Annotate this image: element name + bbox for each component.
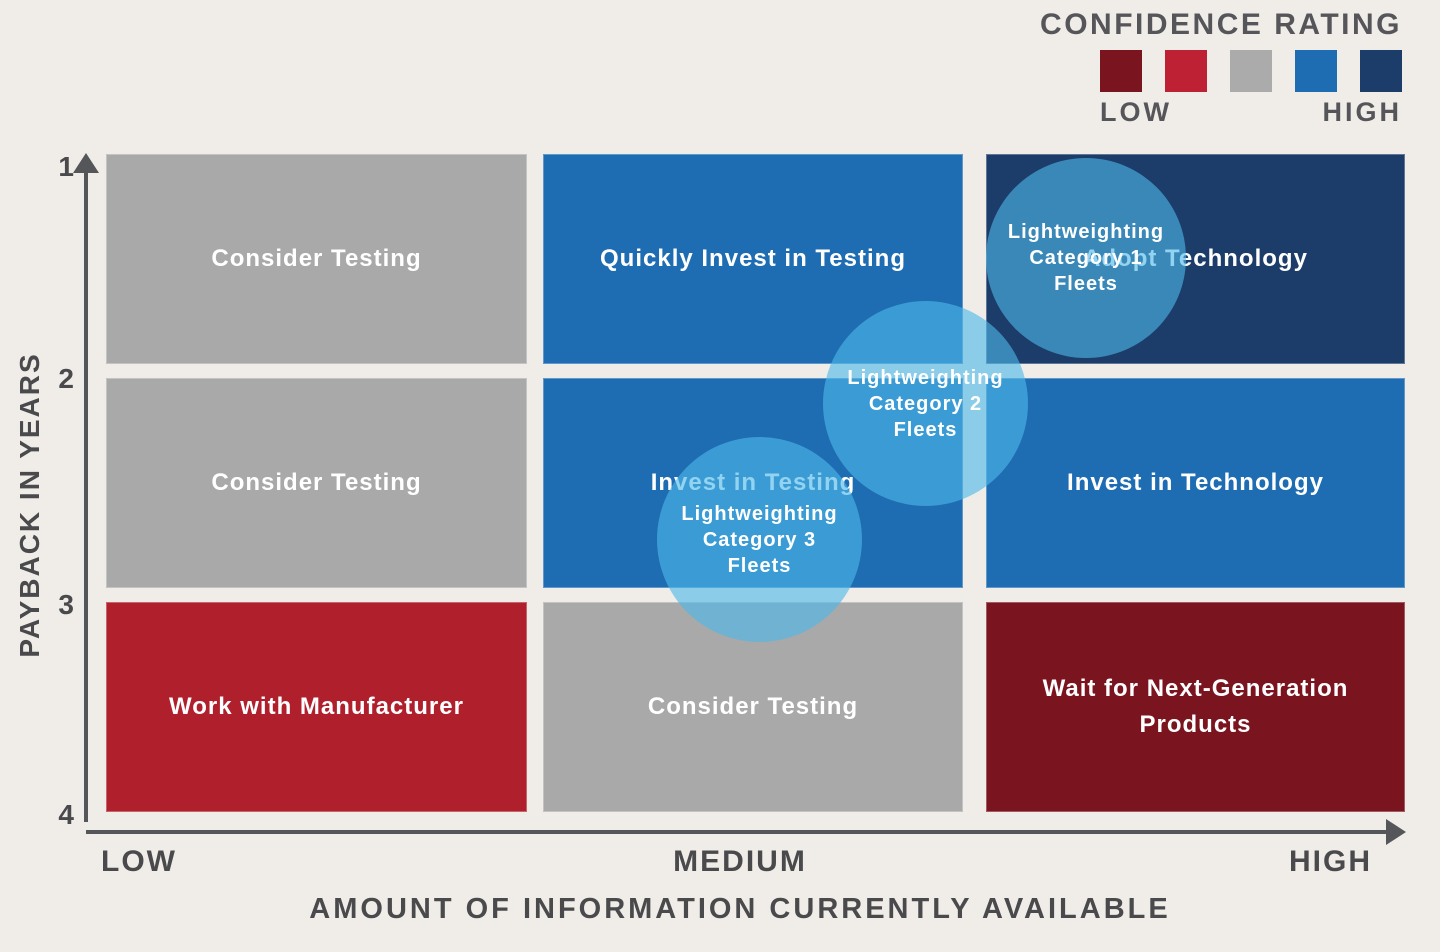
legend-title: CONFIDENCE RATING <box>1040 8 1402 41</box>
y-tick-4: 4 <box>58 799 74 830</box>
y-tick-2: 2 <box>58 363 74 394</box>
legend-high-label: HIGH <box>1322 97 1402 127</box>
matrix-cell-r3c1: Work with Manufacturer <box>106 602 527 812</box>
confidence-legend <box>1100 50 1402 92</box>
legend-swatch-medium <box>1230 50 1272 92</box>
bubble-category-3-fleets: Lightweighting Category 3 Fleets <box>657 437 862 642</box>
legend-swatch-lowest <box>1100 50 1142 92</box>
x-axis-arrowhead-icon <box>1386 819 1406 845</box>
matrix-cell-r2c3: Invest in Technology <box>986 378 1405 588</box>
x-axis-label: AMOUNT OF INFORMATION CURRENTLY AVAILABL… <box>309 893 1171 925</box>
legend-low-label: LOW <box>1100 97 1172 127</box>
y-axis-line <box>84 168 88 822</box>
cell-label: Invest in Technology <box>1067 469 1324 496</box>
y-tick-1: 1 <box>58 151 74 182</box>
bubble-label: Lightweighting Category 3 Fleets <box>681 502 838 577</box>
bubble-label: Lightweighting Category 2 Fleets <box>847 366 1004 441</box>
x-tick-low: LOW <box>101 845 177 878</box>
cell-label: Consider Testing <box>647 693 859 720</box>
matrix-cell-r2c1: Consider Testing <box>106 378 527 588</box>
cell-label: Quickly Invest in Testing <box>600 245 906 272</box>
legend-swatch-highest <box>1360 50 1402 92</box>
cell-label: Consider Testing <box>211 469 422 496</box>
x-axis-line <box>86 830 1386 834</box>
cell-label: Wait for Next-Generation Products <box>1042 675 1349 738</box>
legend-swatch-low <box>1165 50 1207 92</box>
cell-label: Work with Manufacturer <box>169 693 464 720</box>
bubble-category-1-fleets: Lightweighting Category 1 Fleets <box>986 158 1186 358</box>
y-axis-arrowhead-icon <box>73 153 99 173</box>
x-tick-medium: MEDIUM <box>673 845 807 878</box>
legend-scale-labels: LOW HIGH <box>1100 97 1402 128</box>
y-axis-label: PAYBACK IN YEARS <box>14 352 45 658</box>
bubble-label: Lightweighting Category 1 Fleets <box>1007 221 1165 295</box>
y-tick-3: 3 <box>58 589 74 620</box>
legend-swatch-high <box>1295 50 1337 92</box>
matrix-cell-r3c3: Wait for Next-Generation Products <box>986 602 1405 812</box>
bubble-category-2-fleets: Lightweighting Category 2 Fleets <box>823 301 1028 506</box>
cell-label: Consider Testing <box>211 245 422 272</box>
x-tick-high: HIGH <box>1289 845 1372 878</box>
matrix-cell-r1c1: Consider Testing <box>106 154 527 364</box>
